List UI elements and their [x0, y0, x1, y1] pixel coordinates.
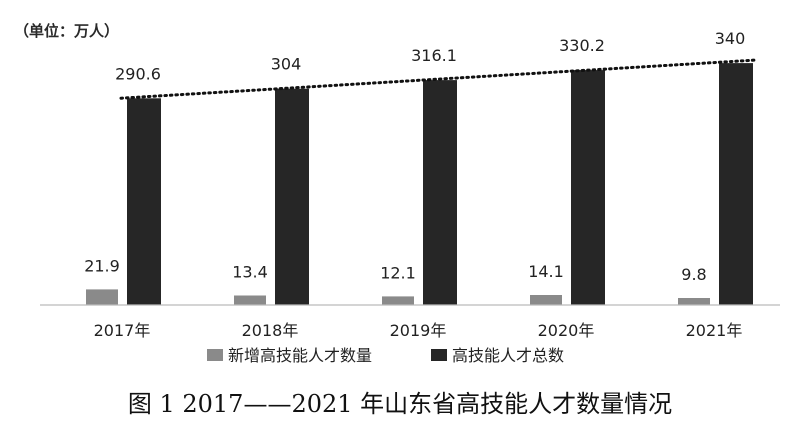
legend-label-total-talent: 高技能人才总数: [452, 346, 564, 365]
legend-label-new-talent: 新增高技能人才数量: [228, 346, 372, 365]
bar-new-talent: [530, 295, 562, 305]
data-label-new-talent: 14.1: [528, 262, 564, 281]
data-label-new-talent: 9.8: [681, 265, 706, 284]
bar-new-talent: [382, 296, 414, 305]
bar-total-talent: [127, 98, 161, 305]
legend-swatch-new-talent: [207, 349, 223, 361]
trendline: [119, 58, 757, 100]
bar-new-talent: [678, 298, 710, 305]
x-tick-label: 2021年: [686, 321, 743, 340]
chart-caption: 图 1 2017——2021 年山东省高技能人才数量情况: [128, 390, 672, 418]
data-label-new-talent: 13.4: [232, 263, 268, 282]
x-tick-label: 2018年: [242, 321, 299, 340]
bar-new-talent: [86, 289, 118, 305]
data-label-total-talent: 340: [715, 29, 746, 48]
unit-label: （单位：万人）: [14, 22, 119, 40]
data-label-new-talent: 21.9: [84, 256, 120, 275]
data-label-total-talent: 290.6: [115, 64, 161, 83]
plot-area: 21.9 290.6 13.4 304 12.1 316.1 14.1 330.2 9.8 340: [84, 29, 757, 305]
data-label-total-talent: 316.1: [411, 46, 457, 65]
legend: 新增高技能人才数量 高技能人才总数: [207, 346, 564, 365]
bar-total-talent: [275, 88, 309, 305]
bar-new-talent: [234, 295, 266, 305]
x-tick-label: 2017年: [94, 321, 151, 340]
bar-total-talent: [423, 80, 457, 305]
x-tick-label: 2020年: [538, 321, 595, 340]
x-tick-label: 2019年: [390, 321, 447, 340]
bar-total-talent: [571, 70, 605, 305]
bar-total-talent: [719, 63, 753, 305]
legend-swatch-total-talent: [431, 349, 447, 361]
data-label-total-talent: 330.2: [559, 36, 605, 55]
data-label-new-talent: 12.1: [380, 263, 416, 282]
x-axis-ticks: 2017年 2018年 2019年 2020年 2021年: [94, 321, 743, 340]
data-label-total-talent: 304: [271, 55, 302, 74]
